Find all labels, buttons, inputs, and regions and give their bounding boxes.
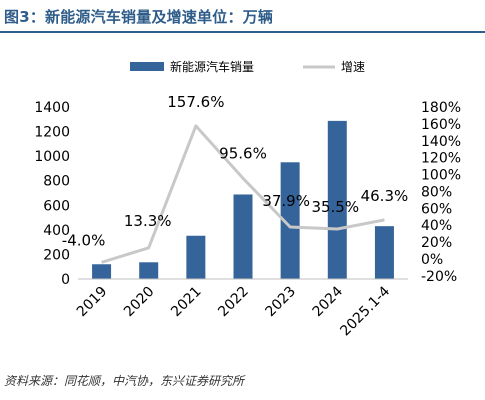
- bar-2022: [233, 194, 253, 279]
- y-right-tick-label: 100%: [421, 168, 461, 184]
- y-left-tick-label: 600: [43, 198, 70, 214]
- bars-group: [92, 120, 394, 279]
- y-right-tick-label: 0%: [421, 252, 443, 268]
- bar-2019: [92, 264, 112, 279]
- x-tick-label: 2021: [168, 284, 205, 321]
- growth-data-label: 157.6%: [167, 93, 224, 111]
- growth-data-label: -4.0%: [62, 231, 106, 249]
- growth-line: [101, 124, 385, 264]
- growth-data-label: 13.3%: [124, 212, 172, 230]
- y-right-tick-label: 40%: [421, 218, 452, 234]
- y-right-tick-label: 160%: [421, 117, 461, 133]
- x-tick-label: 2023: [262, 284, 299, 321]
- y-left-tick-label: 800: [43, 174, 70, 190]
- line-group: [101, 124, 385, 264]
- x-tick-label: 2020: [121, 284, 158, 321]
- legend-swatch-sales: [130, 62, 164, 71]
- y-left-tick-label: 200: [43, 247, 70, 263]
- growth-data-label: 95.6%: [219, 144, 267, 162]
- y-right-tick-label: 60%: [421, 201, 452, 217]
- bar-2021: [186, 235, 206, 279]
- labels-group: -4.0% 13.3% 157.6% 95.6% 37.9% 35.5%46.3%: [62, 93, 408, 249]
- y-right-tick-label: 120%: [421, 151, 461, 167]
- growth-data-label: 37.9%: [262, 192, 310, 210]
- growth-data-label: 46.3%: [361, 187, 409, 205]
- x-tick-label: 2022: [215, 284, 252, 321]
- y-right-tick-label: 20%: [421, 235, 452, 251]
- y-left-tick-label: 0: [61, 272, 70, 288]
- bar-2020: [139, 262, 159, 279]
- legend-label-growth: 增速: [341, 60, 365, 74]
- x-tick-label: 2025.1-4: [337, 283, 393, 339]
- growth-data-label: 35.5%: [311, 198, 359, 216]
- x-tick-label: 2024: [310, 283, 347, 320]
- y-right-tick-label: 140%: [421, 134, 461, 150]
- source-note: 资料来源：同花顺，中汽协，东兴证券研究所: [4, 374, 245, 388]
- y-left-tick-label: 400: [43, 223, 70, 239]
- bar-2023: [280, 162, 300, 279]
- title-divider: [0, 31, 485, 33]
- figure-title: 图3：新能源汽车销量及增速单位：万辆: [4, 8, 274, 26]
- y-right-tick-label: 180%: [421, 100, 461, 116]
- bar-2025.1-4: [374, 226, 394, 279]
- y-left-tick-label: 1400: [34, 100, 70, 116]
- y-right-tick-label: -20%: [421, 269, 457, 285]
- y-left-tick-label: 1200: [34, 125, 70, 141]
- y-left-tick-label: 1000: [34, 149, 70, 165]
- legend-label-sales: 新能源汽车销量: [170, 59, 254, 74]
- bar-2024: [327, 120, 347, 279]
- legend: 新能源汽车销量 增速: [130, 59, 365, 74]
- x-tick-label: 2019: [74, 284, 111, 321]
- y-right-tick-label: 80%: [421, 184, 452, 200]
- axes-group: 0 200 400 600 800 1000 1200 1400 -20%0%20%40%60%…: [34, 100, 461, 339]
